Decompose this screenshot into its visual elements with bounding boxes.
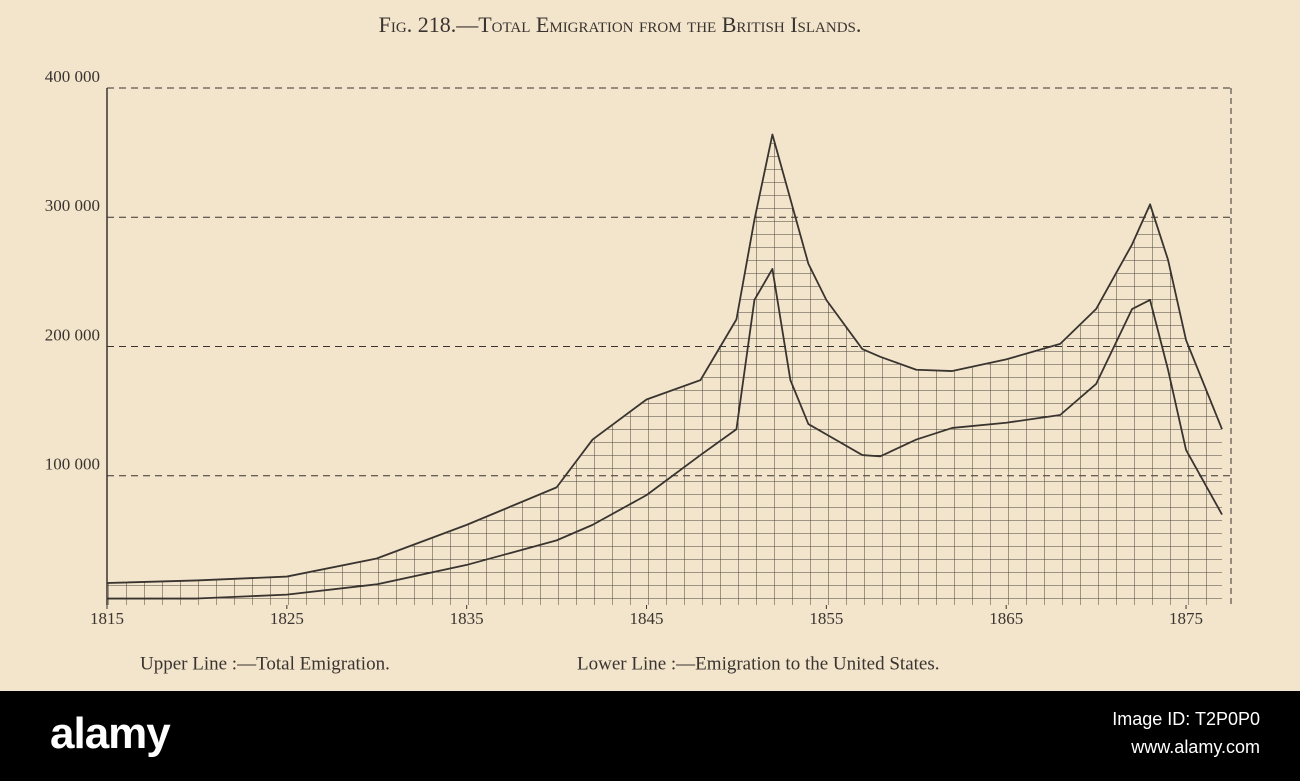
url: www.alamy.com [1131,737,1260,757]
chart: Fig. 218.—Total Emigration from the Brit… [0,0,1300,691]
x-tick-label: 1825 [270,609,304,628]
legend-entry: Lower Line :—Emigration to the United St… [577,653,940,674]
image-id: Image ID: T2P0P0 [1112,709,1260,729]
legend-entry: Upper Line :—Total Emigration. [140,653,390,674]
chart-title: Fig. 218.—Total Emigration from the Brit… [379,12,862,37]
hatched-area [107,134,1223,605]
x-tick-label: 1815 [90,609,124,628]
x-tick-label: 1855 [809,609,843,628]
y-tick-label: 200 000 [45,325,100,344]
series-line [107,268,1223,600]
x-tick-label: 1865 [989,609,1023,628]
x-tick-label: 1835 [450,609,484,628]
y-tick-label: 400 000 [45,67,100,86]
series-line [106,133,1223,584]
brand: alamy [50,709,171,758]
y-tick-label: 300 000 [45,196,100,215]
y-tick-label: 100 000 [45,455,100,474]
footer: alamy Image ID: T2P0P0 www.alamy.com [0,691,1300,781]
x-tick-label: 1875 [1169,609,1203,628]
x-tick-label: 1845 [630,609,664,628]
